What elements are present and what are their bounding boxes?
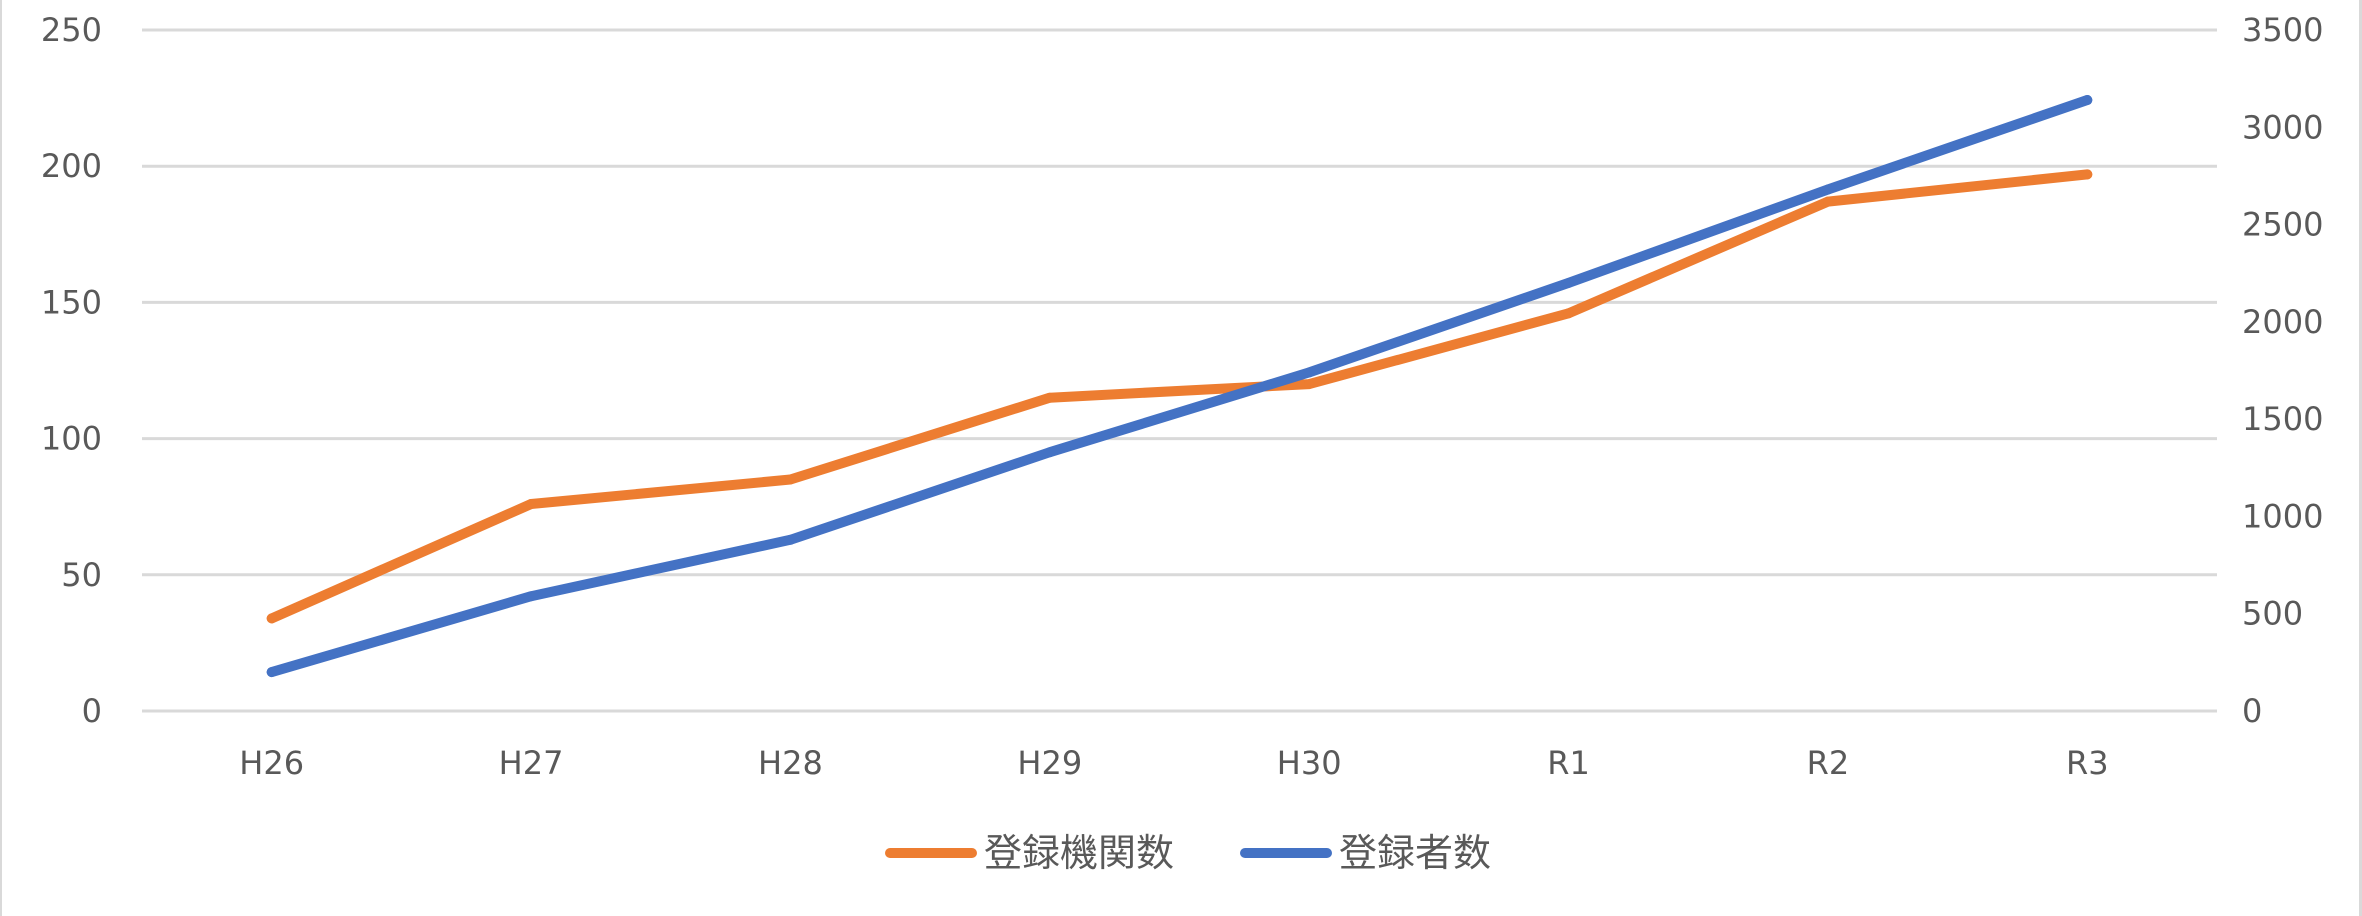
left-tick-label: 250 <box>41 11 102 49</box>
right-tick-label: 2500 <box>2242 206 2323 244</box>
series-line-0 <box>266 169 2093 624</box>
data-point <box>266 613 277 624</box>
right-tick-label: 1500 <box>2242 400 2323 438</box>
legend-label: 登録機関数 <box>984 831 1174 875</box>
data-point <box>2082 169 2093 180</box>
x-tick-label: H27 <box>499 744 564 782</box>
x-tick-label: R3 <box>2066 744 2109 782</box>
left-tick-label: 200 <box>41 147 102 185</box>
x-tick-label: R2 <box>1807 744 1850 782</box>
left-tick-label: 150 <box>41 283 102 321</box>
x-axis: H26 H27 H28 H29 H30 R1 R2 R3 <box>239 744 2108 782</box>
data-point <box>1822 196 1833 207</box>
data-point <box>526 591 537 602</box>
left-tick-label: 100 <box>41 420 102 458</box>
x-tick-label: H29 <box>1017 744 1082 782</box>
data-point <box>526 498 537 509</box>
right-tick-label: 2000 <box>2242 303 2323 341</box>
data-point <box>785 474 796 485</box>
data-point <box>1563 308 1574 319</box>
left-tick-label: 0 <box>82 692 102 730</box>
series-lines <box>266 95 2093 678</box>
gridlines <box>142 28 2217 713</box>
data-point <box>1563 277 1574 288</box>
data-point <box>1044 392 1055 403</box>
x-tick-label: H30 <box>1277 744 1342 782</box>
right-tick-label: 3500 <box>2242 11 2323 49</box>
data-point <box>1304 367 1315 378</box>
right-tick-label: 0 <box>2242 692 2262 730</box>
data-point <box>1044 447 1055 458</box>
legend: 登録機関数 登録者数 <box>885 831 1491 875</box>
right-axis: 0 500 1000 1500 2000 2500 3000 3500 <box>2242 11 2323 730</box>
data-point <box>1304 379 1315 390</box>
data-point <box>785 534 796 545</box>
x-tick-label: H26 <box>239 744 304 782</box>
right-tick-label: 1000 <box>2242 497 2323 535</box>
data-point <box>266 667 277 678</box>
x-tick-label: R1 <box>1547 744 1590 782</box>
legend-label: 登録者数 <box>1339 831 1491 875</box>
right-tick-label: 3000 <box>2242 108 2323 146</box>
left-axis: 0 50 100 150 200 250 <box>41 11 102 730</box>
x-tick-label: H28 <box>758 744 823 782</box>
series-line-1 <box>266 95 2093 678</box>
left-tick-label: 50 <box>61 556 102 594</box>
data-point <box>2082 95 2093 106</box>
right-tick-label: 500 <box>2242 595 2303 633</box>
data-point <box>1822 184 1833 195</box>
